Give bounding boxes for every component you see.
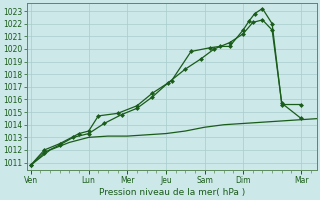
X-axis label: Pression niveau de la mer( hPa ): Pression niveau de la mer( hPa ) bbox=[99, 188, 245, 197]
